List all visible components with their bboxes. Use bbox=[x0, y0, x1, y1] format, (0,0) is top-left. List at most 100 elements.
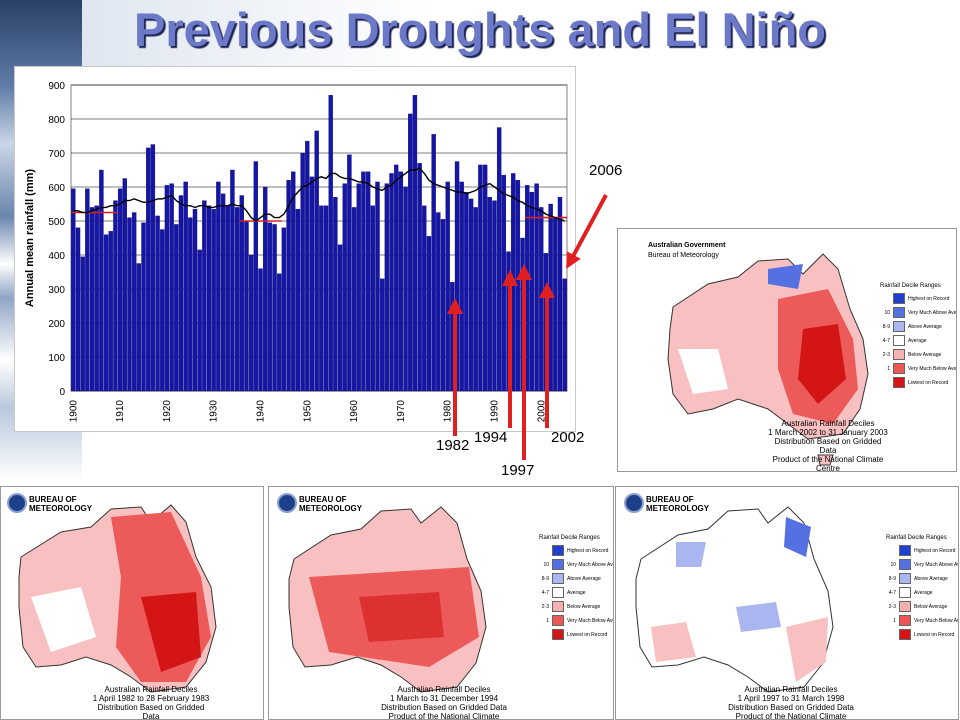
bar bbox=[211, 208, 216, 392]
x-tick-label: 1980 bbox=[443, 400, 454, 423]
legend-decile: 8-9 bbox=[888, 575, 896, 582]
legend-item: 1 Very Much Below Average bbox=[880, 363, 957, 374]
bar bbox=[534, 183, 539, 392]
bar bbox=[553, 217, 558, 392]
legend-decile: 4-7 bbox=[541, 589, 549, 596]
legend-label: Lowest on Record bbox=[914, 631, 955, 638]
legend-swatch bbox=[552, 559, 564, 570]
australia-map bbox=[667, 253, 869, 466]
caption-title: Australian Rainfall Deciles bbox=[744, 685, 838, 694]
bar bbox=[454, 161, 460, 392]
map-caption: Australian Rainfall Deciles 1 April 1982… bbox=[91, 685, 211, 719]
bar bbox=[295, 208, 301, 392]
bar bbox=[160, 229, 165, 392]
bar bbox=[440, 219, 446, 392]
legend-item: 8-9 Above Average bbox=[886, 573, 948, 584]
x-tick-label: 1920 bbox=[162, 400, 173, 423]
legend-item: Lowest on Record bbox=[539, 629, 607, 640]
legend-item: Highest on Record bbox=[886, 545, 955, 556]
legend-swatch bbox=[893, 293, 905, 304]
bar bbox=[408, 113, 413, 392]
x-tick-label: 1930 bbox=[209, 400, 220, 423]
bar bbox=[174, 224, 179, 392]
label-2006: 2006 bbox=[589, 162, 623, 179]
legend-label: Below Average bbox=[908, 351, 942, 358]
bar bbox=[272, 224, 277, 392]
legend-swatch bbox=[552, 587, 564, 598]
logo-line2: METEOROLOGY bbox=[299, 504, 363, 513]
legend-title: Rainfall Decile Ranges bbox=[539, 535, 600, 541]
legend-swatch bbox=[552, 629, 564, 640]
bar bbox=[291, 171, 296, 392]
legend-label: Below Average bbox=[914, 603, 948, 610]
bar bbox=[543, 253, 549, 392]
y-tick-label: 700 bbox=[48, 149, 65, 160]
legend-item: 4-7 Average bbox=[880, 335, 927, 346]
caption-line3: Product of the National Climate Centre bbox=[772, 455, 884, 472]
bar bbox=[136, 263, 142, 392]
bar bbox=[94, 205, 99, 392]
legend-item: 2-3 Below Average bbox=[880, 349, 941, 360]
background-top-band bbox=[82, 0, 960, 70]
bar bbox=[146, 147, 151, 392]
bar bbox=[281, 227, 287, 392]
label-1982: 1982 bbox=[436, 437, 470, 454]
legend-swatch bbox=[893, 335, 905, 346]
bar bbox=[351, 207, 357, 392]
legend-item: 2-3 Below Average bbox=[886, 601, 947, 612]
legend-item: 10 Very Much Above Average bbox=[886, 559, 958, 570]
y-tick-label: 100 bbox=[48, 353, 65, 364]
legend-label: Highest on Record bbox=[908, 295, 950, 302]
logo-line1: BUREAU OF bbox=[29, 495, 77, 504]
legend-item: 10 Very Much Above Average bbox=[539, 559, 613, 570]
legend-label: Lowest on Record bbox=[908, 379, 949, 386]
bom-logo-icon bbox=[7, 493, 27, 513]
legend-decile: 10 bbox=[884, 309, 890, 316]
bar bbox=[379, 278, 385, 392]
bar bbox=[248, 254, 254, 392]
bar bbox=[113, 200, 118, 392]
bar bbox=[365, 171, 371, 392]
x-tick-label: 1950 bbox=[302, 400, 313, 423]
bar bbox=[412, 95, 418, 392]
bar bbox=[127, 217, 132, 392]
bar bbox=[323, 205, 329, 392]
map-caption: Australian Rainfall Deciles 1 March 2002… bbox=[768, 419, 888, 472]
bar bbox=[230, 169, 235, 392]
bar bbox=[178, 195, 184, 392]
legend-label: Very Much Below Average bbox=[908, 365, 957, 372]
legend-decile: 1 bbox=[546, 617, 549, 624]
legend-item: Lowest on Record bbox=[886, 629, 954, 640]
legend-swatch bbox=[893, 363, 905, 374]
y-tick-label: 400 bbox=[48, 251, 65, 262]
bar bbox=[464, 191, 469, 392]
map-2002-2003: Australian Government Bureau of Meteorol… bbox=[617, 228, 957, 472]
legend-decile: 2-3 bbox=[882, 351, 890, 358]
bar bbox=[520, 237, 525, 392]
bar bbox=[155, 215, 160, 392]
australia-map bbox=[288, 506, 487, 693]
legend-swatch bbox=[899, 615, 911, 626]
legend-label: Above Average bbox=[914, 575, 948, 582]
caption-line2: Distribution Based on Gridded Data bbox=[381, 703, 507, 712]
y-tick-label: 500 bbox=[48, 217, 65, 228]
bar bbox=[487, 197, 492, 392]
legend-label: Above Average bbox=[908, 323, 942, 330]
legend-label: Above Average bbox=[567, 575, 601, 582]
x-tick-label: 1940 bbox=[256, 400, 267, 423]
bar bbox=[75, 227, 81, 392]
y-tick-label: 0 bbox=[59, 387, 65, 398]
bar bbox=[370, 205, 376, 392]
legend-swatch bbox=[552, 615, 564, 626]
bar bbox=[89, 207, 95, 392]
bar bbox=[253, 161, 259, 392]
bar bbox=[501, 174, 507, 392]
bar bbox=[319, 205, 324, 392]
legend-decile: 1 bbox=[887, 365, 890, 372]
label-2002: 2002 bbox=[551, 429, 585, 446]
y-tick-label: 600 bbox=[48, 183, 65, 194]
legend-swatch bbox=[899, 587, 911, 598]
bar bbox=[99, 169, 104, 392]
bar bbox=[188, 217, 193, 392]
legend-title: Rainfall Decile Ranges bbox=[880, 283, 941, 289]
